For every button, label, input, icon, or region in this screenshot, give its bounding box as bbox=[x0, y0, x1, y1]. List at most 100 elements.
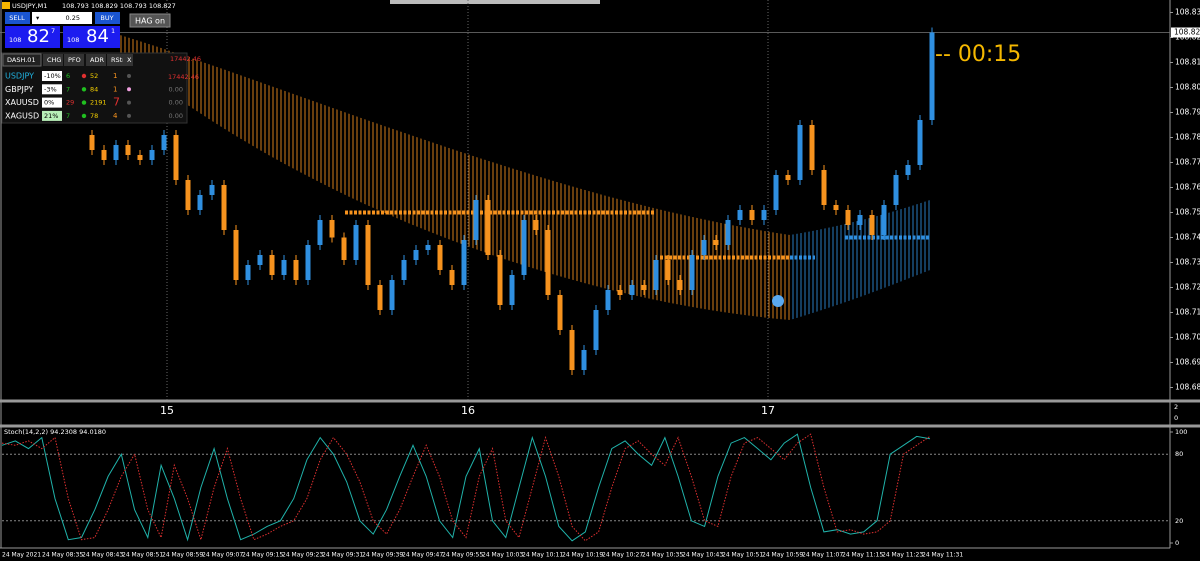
candle-body bbox=[197, 195, 203, 210]
time-label: 24 May 09:55 bbox=[442, 552, 483, 559]
candle-body bbox=[881, 205, 887, 235]
time-label: 24 May 10:11 bbox=[522, 552, 563, 559]
scrollbar[interactable] bbox=[390, 0, 600, 4]
change-box bbox=[42, 97, 62, 108]
lot-input[interactable] bbox=[32, 12, 92, 24]
candle-body bbox=[809, 125, 815, 170]
candle-body bbox=[413, 250, 419, 260]
column-header-box bbox=[43, 54, 63, 66]
time-label: 24 May 10:27 bbox=[602, 552, 643, 559]
candle-body bbox=[341, 237, 347, 260]
y-tick-label: 108.775 bbox=[1175, 158, 1200, 167]
symbol-name: XAUUSD bbox=[5, 98, 39, 107]
time-label: 24 May 10:51 bbox=[722, 552, 763, 559]
y-tick-label: 108.705 bbox=[1175, 333, 1200, 342]
time-label: 24 May 08:59 bbox=[162, 552, 203, 559]
separator-tick: 0 bbox=[1174, 414, 1178, 422]
candle-body bbox=[305, 245, 311, 280]
y-tick-label: 108.735 bbox=[1175, 258, 1200, 267]
time-label: 24 May 09:47 bbox=[402, 552, 443, 559]
y-tick-label: 108.745 bbox=[1175, 233, 1200, 242]
column-header: RStr bbox=[111, 56, 125, 64]
lot-arrow[interactable]: ▾ bbox=[36, 14, 40, 22]
candle-body bbox=[749, 210, 755, 220]
y-tick-label: 20 bbox=[1175, 517, 1183, 525]
hag-label: HAG on bbox=[135, 17, 165, 26]
dashboard: DASH.01 CHG PFO ADR RStr X USDJPY -10% 6 52 1 GBPJP… bbox=[1, 52, 201, 124]
column-header-box bbox=[123, 54, 133, 66]
day-label: 16 bbox=[461, 404, 475, 417]
change-box bbox=[42, 71, 62, 81]
sell-big: 108 bbox=[9, 36, 21, 44]
quote: 108.793 108.829 108.793 108.827 bbox=[62, 2, 176, 10]
y-tick-label: 108.805 bbox=[1175, 83, 1200, 92]
candle-body bbox=[461, 240, 467, 285]
time-label: 24 May 11:15 bbox=[842, 552, 883, 559]
buy-frac: 1 bbox=[111, 27, 115, 35]
time-label: 24 May 11:31 bbox=[922, 552, 963, 559]
candle-body bbox=[221, 185, 227, 230]
candle-body bbox=[785, 175, 791, 180]
time-label: 24 May 09:23 bbox=[282, 552, 323, 559]
y-tick-label: 108.725 bbox=[1175, 283, 1200, 292]
close-dot bbox=[127, 100, 131, 105]
time-label: 24 May 08:43 bbox=[82, 552, 123, 559]
hag-button[interactable] bbox=[129, 13, 171, 28]
separator-tick: 2 bbox=[1174, 403, 1178, 411]
y-tick-label: 108.795 bbox=[1175, 108, 1200, 117]
candle-body bbox=[89, 135, 95, 150]
candle-body bbox=[929, 32, 935, 120]
buy-button[interactable] bbox=[95, 12, 120, 24]
candle-body bbox=[365, 225, 371, 285]
lot-value: 0.25 bbox=[66, 14, 80, 22]
candle-body bbox=[557, 295, 563, 330]
candle-body bbox=[233, 230, 239, 280]
sell-price-box[interactable] bbox=[5, 26, 60, 48]
y-tick-label: 0 bbox=[1175, 539, 1179, 547]
candle-body bbox=[917, 120, 923, 165]
change: 21% bbox=[44, 112, 58, 120]
candle-body bbox=[677, 280, 683, 290]
candle-body bbox=[425, 245, 431, 250]
status-dot bbox=[81, 73, 87, 79]
change-box bbox=[42, 110, 62, 121]
pfo: 7 bbox=[66, 85, 70, 93]
price-chart: 151617108.685108.695108.705108.715108.72… bbox=[0, 0, 1200, 417]
adr: 2191 bbox=[90, 99, 107, 107]
y-tick-label: 80 bbox=[1175, 450, 1183, 458]
time-label: 24 May 09:15 bbox=[242, 552, 283, 559]
buy-price: 84 bbox=[86, 26, 109, 47]
column-header: ADR bbox=[90, 56, 104, 64]
candle-body bbox=[665, 260, 671, 280]
time-label: 24 May 09:31 bbox=[322, 552, 363, 559]
sell-label: SELL bbox=[9, 14, 25, 22]
change-box bbox=[42, 84, 62, 95]
column-header-box bbox=[64, 54, 84, 66]
candle-body bbox=[689, 255, 695, 290]
status-dot bbox=[81, 87, 87, 92]
candle-body bbox=[905, 165, 911, 175]
column-header: X bbox=[127, 56, 132, 64]
candle-body bbox=[437, 245, 443, 270]
column-header-box bbox=[86, 54, 106, 66]
candle-body bbox=[137, 155, 143, 160]
rstr: 4 bbox=[113, 112, 118, 120]
candle-body bbox=[149, 150, 155, 160]
candle-body bbox=[869, 215, 875, 235]
sell-button[interactable] bbox=[5, 12, 30, 24]
buy-big: 108 bbox=[67, 36, 79, 44]
buy-price-box[interactable] bbox=[63, 26, 120, 48]
candle-body bbox=[641, 285, 647, 290]
time-label: 24 May 08:35 bbox=[42, 552, 83, 559]
y-tick-label: 108.715 bbox=[1175, 308, 1200, 317]
indicator-dot bbox=[772, 295, 784, 307]
candle-body bbox=[113, 145, 119, 160]
column-header: CHG bbox=[47, 56, 61, 64]
candle-body bbox=[209, 185, 215, 195]
candle-body bbox=[377, 285, 383, 310]
pnl: 17442.46 bbox=[170, 55, 201, 63]
time-label: 24 May 09:39 bbox=[362, 552, 403, 559]
symbol-name: USDJPY bbox=[5, 72, 34, 81]
